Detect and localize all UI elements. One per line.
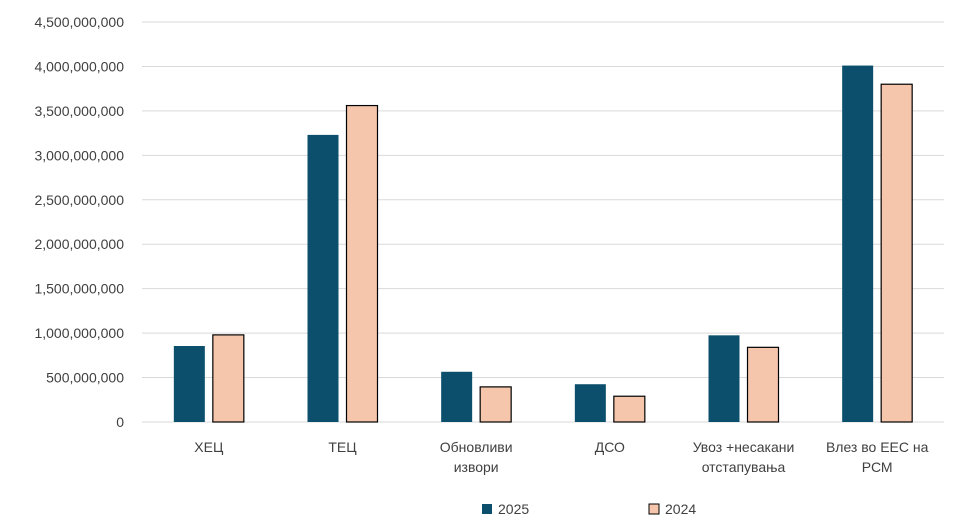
x-tick-label: Влез во ЕЕС на РСМ [826, 439, 929, 475]
bars [173, 65, 913, 423]
bar-2024-0 [212, 334, 245, 423]
x-tick-label: ХЕЦ [194, 439, 224, 455]
bar-2025-5 [842, 65, 874, 423]
y-tick-label: 3,500,000,000 [34, 103, 124, 119]
bar-2024-2 [479, 386, 512, 423]
y-axis-tick-labels: 0 500,000,000 1,000,000,000 1,500,000,000 2,… [34, 14, 124, 430]
bar-2025-0 [173, 346, 205, 422]
bar-2024-3 [613, 395, 646, 423]
legend-label-2025: 2025 [498, 501, 529, 517]
legend-swatch-2025 [482, 504, 492, 514]
y-tick-label: 500,000,000 [46, 370, 124, 386]
y-tick-label: 0 [116, 414, 124, 430]
legend-swatch-2024 [648, 503, 660, 515]
y-tick-label: 3,000,000,000 [34, 147, 124, 163]
legend: 2025 2024 [482, 501, 696, 517]
y-tick-label: 1,000,000,000 [34, 325, 124, 341]
y-tick-label: 2,500,000,000 [34, 192, 124, 208]
bar-2024-1 [345, 104, 379, 423]
y-tick-label: 4,000,000,000 [34, 58, 124, 74]
x-tick-label: ТЕЦ [328, 439, 357, 455]
bar-2025-2 [441, 371, 473, 422]
x-tick-label: Увоз +несакани отстапувања [693, 439, 795, 475]
bar-2025-1 [307, 134, 339, 422]
y-tick-label: 1,500,000,000 [34, 281, 124, 297]
bar-2024-5 [880, 83, 913, 423]
x-axis-category-labels: ХЕЦ ТЕЦ Обновливи извори ДСО Увоз +несакани от… [194, 439, 928, 475]
bar-2025-3 [574, 384, 606, 422]
x-tick-label: Обновливи извори [440, 439, 513, 475]
y-tick-label: 2,000,000,000 [34, 236, 124, 252]
bar-2024-4 [746, 346, 780, 423]
legend-label-2024: 2024 [665, 501, 696, 517]
y-tick-label: 4,500,000,000 [34, 14, 124, 30]
x-tick-label: ДСО [595, 439, 625, 455]
gridlines [142, 21, 944, 423]
bar-2025-4 [708, 335, 740, 422]
